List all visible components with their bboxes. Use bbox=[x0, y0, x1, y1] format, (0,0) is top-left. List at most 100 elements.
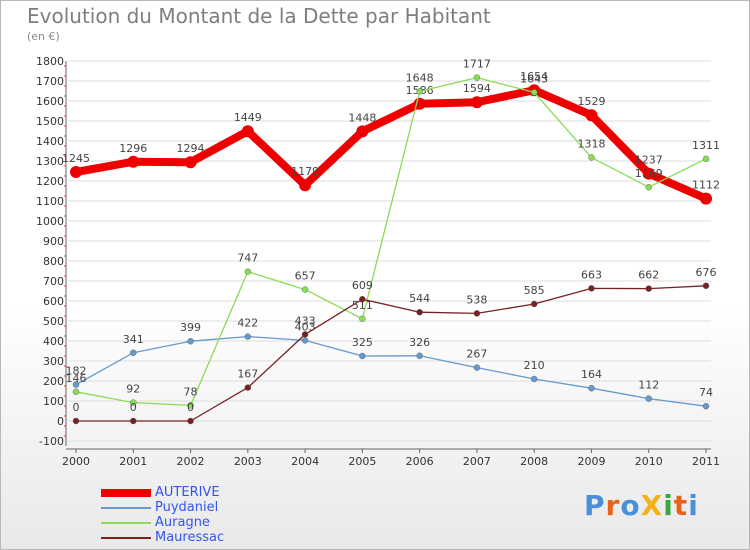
x-tick-label: 2008 bbox=[520, 455, 548, 468]
data-point bbox=[72, 388, 80, 395]
data-label: 1594 bbox=[463, 82, 491, 95]
data-label: 1169 bbox=[635, 167, 663, 180]
x-tick-label: 2001 bbox=[119, 455, 147, 468]
data-point bbox=[187, 402, 194, 409]
data-point bbox=[359, 315, 366, 322]
y-tick-label: 800 bbox=[43, 255, 64, 268]
data-point bbox=[470, 96, 483, 109]
data-label: 1311 bbox=[692, 139, 720, 152]
data-label: 676 bbox=[696, 266, 717, 279]
data-point bbox=[642, 167, 655, 180]
logo-letter: i bbox=[663, 489, 674, 522]
legend-label: Puydaniel bbox=[155, 500, 219, 515]
data-label: 326 bbox=[409, 336, 430, 349]
data-point bbox=[299, 179, 312, 192]
data-point bbox=[702, 403, 710, 410]
x-tick-label: 2003 bbox=[234, 455, 262, 468]
data-point bbox=[416, 309, 423, 316]
data-label: 1179 bbox=[291, 165, 319, 178]
y-tick-label: 300 bbox=[43, 355, 64, 368]
data-label: 662 bbox=[638, 269, 659, 282]
data-label: 210 bbox=[524, 359, 545, 372]
y-tick-label: 200 bbox=[43, 375, 64, 388]
x-tick-label: 2011 bbox=[692, 455, 720, 468]
series-line-auragne bbox=[75, 76, 707, 407]
data-point bbox=[416, 352, 423, 359]
data-label: 1318 bbox=[577, 137, 605, 150]
data-point bbox=[72, 417, 80, 425]
x-tick-label: 2005 bbox=[348, 455, 376, 468]
logo-letter: o bbox=[620, 489, 641, 522]
proxiti-logo: ProXiti bbox=[584, 489, 699, 522]
y-tick-label: 700 bbox=[43, 275, 64, 288]
y-tick-label: 100 bbox=[43, 395, 64, 408]
data-point bbox=[702, 282, 710, 289]
data-point bbox=[184, 156, 197, 169]
logo-letter: i bbox=[688, 489, 699, 522]
data-point bbox=[473, 364, 481, 371]
data-label: 112 bbox=[638, 379, 659, 392]
data-label: 433 bbox=[295, 314, 316, 327]
data-point bbox=[130, 417, 137, 425]
y-tick-label: 400 bbox=[43, 335, 64, 348]
data-point bbox=[585, 109, 598, 122]
data-point bbox=[130, 349, 137, 356]
data-point bbox=[244, 384, 252, 391]
y-tick-label: 600 bbox=[43, 295, 64, 308]
data-label: 657 bbox=[295, 270, 316, 283]
y-tick-label: 1600 bbox=[36, 95, 64, 108]
legend-label: Auragne bbox=[155, 515, 210, 530]
data-point bbox=[301, 337, 309, 344]
y-tick-label: 1700 bbox=[36, 75, 64, 88]
data-label: 1449 bbox=[234, 111, 262, 124]
data-label: 92 bbox=[126, 383, 140, 396]
logo-letter: X bbox=[640, 489, 664, 522]
legend-label: AUTERIVE bbox=[155, 485, 220, 500]
x-tick-label: 2004 bbox=[291, 455, 319, 468]
y-tick-label: 1300 bbox=[36, 155, 64, 168]
data-point bbox=[416, 88, 423, 95]
data-label: 78 bbox=[184, 385, 198, 398]
data-label: 164 bbox=[581, 368, 602, 381]
y-tick-label: 1000 bbox=[36, 215, 64, 228]
data-label: 167 bbox=[237, 368, 258, 381]
data-label: 1245 bbox=[62, 152, 90, 165]
y-tick-label: 1400 bbox=[36, 135, 64, 148]
data-point bbox=[244, 333, 252, 340]
data-label: 422 bbox=[237, 317, 258, 330]
data-point bbox=[530, 89, 538, 96]
x-tick-label: 2002 bbox=[177, 455, 205, 468]
data-label: 325 bbox=[352, 336, 373, 349]
data-label: 0 bbox=[187, 401, 194, 414]
unit-label: (en €) bbox=[27, 30, 60, 43]
data-point bbox=[645, 285, 652, 292]
data-label: 663 bbox=[581, 268, 602, 281]
data-point bbox=[70, 166, 82, 178]
data-label: 1654 bbox=[520, 70, 548, 83]
data-point bbox=[702, 155, 710, 163]
data-label: 1296 bbox=[119, 142, 147, 155]
x-tick-label: 2007 bbox=[463, 455, 491, 468]
data-label: 267 bbox=[466, 348, 487, 361]
data-label: 1717 bbox=[463, 58, 491, 71]
data-point bbox=[645, 183, 652, 191]
y-tick-label: 900 bbox=[43, 235, 64, 248]
data-point bbox=[588, 385, 595, 392]
y-tick-label: 500 bbox=[43, 315, 64, 328]
data-label: 0 bbox=[73, 401, 80, 414]
data-point bbox=[241, 125, 254, 138]
logo-letter: t bbox=[673, 489, 689, 522]
legend-swatch bbox=[101, 537, 151, 539]
data-label: 1529 bbox=[577, 95, 605, 108]
data-label: 1112 bbox=[692, 179, 720, 192]
data-point bbox=[359, 296, 366, 303]
data-point bbox=[473, 310, 481, 317]
data-label: 0 bbox=[130, 401, 137, 414]
data-label: 341 bbox=[123, 333, 144, 346]
data-label: 1237 bbox=[635, 154, 663, 167]
data-label: 544 bbox=[409, 292, 430, 305]
data-label: 182 bbox=[66, 365, 87, 378]
data-point bbox=[473, 74, 481, 81]
